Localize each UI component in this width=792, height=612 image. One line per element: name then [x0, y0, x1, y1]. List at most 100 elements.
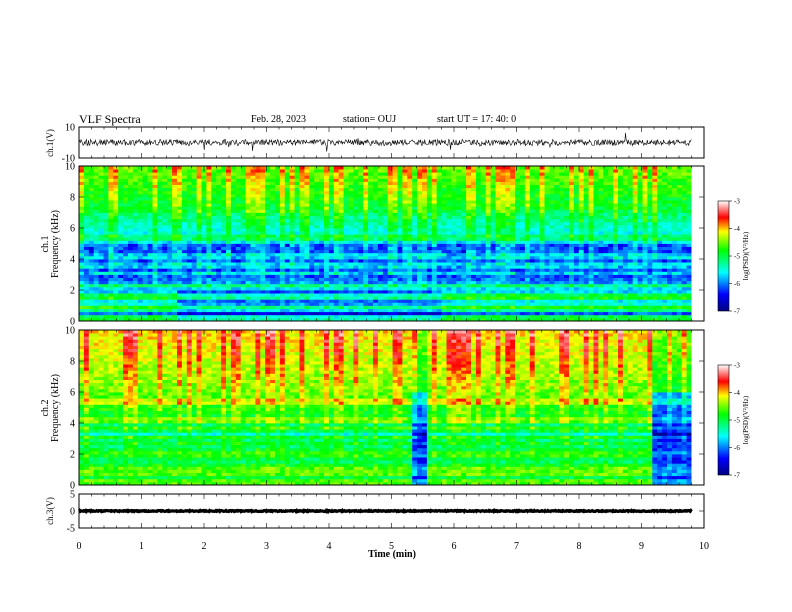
spectrogram-cell — [363, 166, 369, 170]
spectrogram-cell — [250, 240, 256, 244]
spectrogram-cell — [333, 203, 340, 207]
spectrogram-cell — [211, 193, 217, 198]
spectrogram-cell — [564, 243, 570, 247]
spectrogram-cell — [382, 246, 389, 251]
spectrogram-cell — [108, 212, 114, 216]
spectrogram-cell — [177, 271, 183, 275]
spectrogram-cell — [186, 283, 193, 288]
spectrogram-cell — [162, 209, 168, 213]
spectrogram-cell — [373, 293, 379, 297]
spectrogram-cell — [397, 184, 403, 189]
spectrogram-cell — [338, 277, 344, 282]
spectrogram-cell — [103, 237, 109, 241]
spectrogram-cell — [235, 203, 242, 207]
spectrogram-cell — [132, 190, 139, 195]
spectrogram-cell — [191, 209, 197, 213]
spectrogram-cell — [294, 224, 300, 229]
spectrogram-cell — [157, 206, 163, 210]
spectrogram-cell — [294, 197, 300, 201]
spectrogram-cell — [255, 178, 261, 182]
spectrogram-cell — [167, 296, 173, 300]
spectrogram-cell — [88, 181, 95, 185]
spectrogram-cell — [319, 193, 325, 198]
spectrogram-cell — [480, 302, 487, 306]
spectrogram-cell — [152, 209, 158, 213]
spectrogram-cell — [108, 290, 114, 294]
spectrogram-cell — [289, 274, 295, 278]
spectrogram-cell — [500, 299, 506, 303]
spectrogram-cell — [113, 255, 119, 260]
spectrogram-cell — [426, 271, 433, 275]
spectrogram-cell — [240, 209, 246, 213]
spectrogram-cell — [436, 237, 442, 241]
spectrogram-cell — [128, 221, 134, 226]
spectrogram-cell — [108, 302, 114, 306]
spectrogram-cell — [216, 286, 222, 291]
spectrogram-cell — [250, 203, 256, 207]
spectrogram-cell — [279, 166, 286, 170]
spectrogram-cell — [289, 293, 295, 297]
spectrogram-cell — [426, 252, 433, 257]
spectrogram-cell — [191, 215, 197, 220]
spectrogram-cell — [495, 317, 501, 322]
spectrogram-cell — [524, 203, 531, 207]
spectrogram-cell — [324, 234, 330, 238]
spectrogram-cell — [162, 290, 168, 294]
spectrogram-cell — [402, 290, 408, 294]
spectrogram-cell — [456, 193, 462, 198]
spectrogram-cell — [93, 293, 99, 297]
spectrogram-cell — [402, 317, 408, 322]
spectrogram-cell — [206, 265, 212, 269]
spectrogram-cell — [485, 172, 491, 176]
spectrogram-cell — [328, 184, 335, 189]
spectrogram-cell — [520, 166, 526, 170]
spectrogram-cell — [206, 255, 212, 260]
spectrogram-cell — [505, 311, 511, 316]
spectrogram-cell — [436, 224, 442, 229]
spectrogram-cell — [265, 187, 271, 192]
spectrogram-cell — [500, 283, 506, 288]
spectrogram-cell — [564, 280, 570, 285]
spectrogram-cell — [235, 181, 242, 185]
spectrogram-cell — [93, 280, 99, 285]
spectrogram-cell — [328, 255, 335, 260]
spectrogram-cell — [147, 240, 153, 244]
spectrogram-cell — [230, 317, 237, 322]
spectrogram-cell — [426, 221, 433, 226]
spectrogram-cell — [422, 172, 428, 176]
spectrogram-cell — [113, 262, 119, 266]
spectrogram-cell — [113, 274, 119, 278]
spectrogram-cell — [245, 262, 251, 266]
spectrogram-cell — [554, 224, 560, 229]
spectrogram-cell — [446, 268, 452, 272]
spectrogram-cell — [157, 280, 163, 285]
spectrogram-cell — [201, 262, 207, 266]
spectrogram-cell — [93, 308, 99, 313]
spectrogram-cell — [466, 178, 472, 182]
spectrogram-cell — [191, 172, 197, 176]
spectrogram-cell — [426, 166, 433, 170]
spectrogram-cell — [157, 224, 163, 229]
spectrogram-cell — [103, 193, 109, 198]
spectrogram-cell — [441, 197, 447, 201]
spectrogram-cell — [407, 221, 413, 226]
spectrogram-cell — [142, 265, 148, 269]
spectrogram-cell — [255, 271, 261, 275]
spectrogram-cell — [368, 172, 374, 176]
spectrogram-cell — [265, 311, 271, 316]
spectrogram-cell — [324, 221, 330, 226]
spectrogram-cell — [333, 224, 340, 229]
spectrogram-cell — [554, 302, 560, 306]
spectrogram-cell — [559, 252, 565, 257]
spectrogram-cell — [181, 218, 188, 223]
spectrogram-cell — [554, 166, 560, 170]
spectrogram-cell — [177, 243, 183, 247]
spectrogram-cell — [510, 259, 516, 263]
spectrogram-cell — [373, 265, 379, 269]
spectrogram-cell — [294, 252, 300, 257]
spectrogram-cell — [93, 283, 99, 288]
spectrogram-cell — [495, 255, 501, 260]
spectrogram-cell — [289, 209, 295, 213]
spectrogram-cell — [172, 296, 178, 300]
spectrogram-cell — [480, 234, 487, 238]
